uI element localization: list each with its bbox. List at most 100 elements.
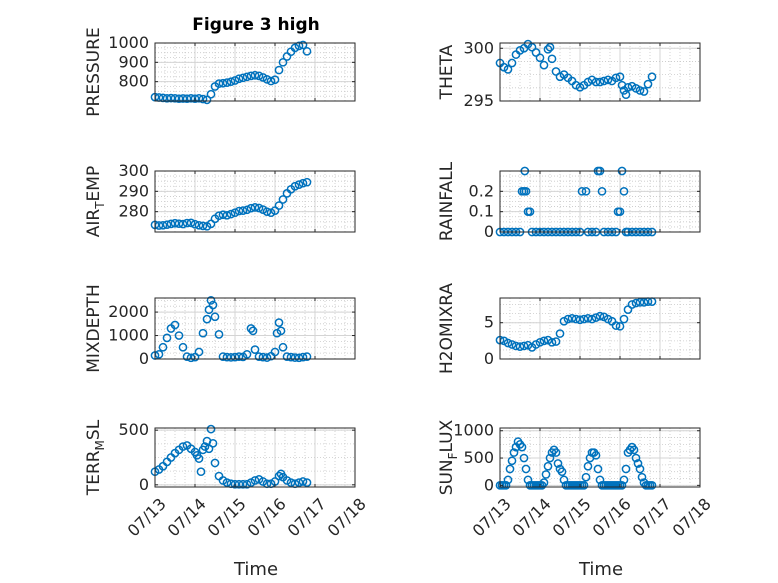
data-point	[162, 220, 172, 230]
data-point	[503, 65, 513, 74]
data-point	[250, 203, 260, 212]
data-point	[270, 75, 280, 85]
data-point	[182, 352, 192, 362]
y-axis-label-text: THETA	[437, 44, 457, 100]
panel-rainfall: 00.1 0.2 RAINFALL	[437, 161, 701, 241]
data-point	[254, 352, 264, 362]
data-point	[633, 459, 643, 468]
data-point	[210, 312, 220, 322]
y-axis-label-text: TERR	[84, 450, 104, 496]
data-point	[266, 76, 276, 86]
data-point	[230, 479, 240, 489]
data-point	[190, 94, 200, 104]
data-point	[503, 338, 513, 348]
data-point	[553, 459, 563, 468]
y-tick-label: 900	[118, 52, 149, 71]
axes-box	[499, 42, 701, 102]
data-point	[198, 221, 208, 231]
data-point	[258, 352, 268, 362]
data-point	[166, 93, 176, 103]
y-tick-label: 1000	[108, 33, 149, 52]
data-point	[254, 203, 264, 213]
data-point	[635, 298, 645, 307]
data-point	[162, 93, 172, 103]
data-point	[242, 479, 252, 489]
data-point	[298, 352, 308, 362]
panel-h2omixra: 0 5 H2OMIXRA	[437, 283, 701, 374]
data-point	[619, 186, 629, 196]
data-point	[545, 42, 555, 52]
data-point	[222, 478, 232, 487]
data-point	[519, 453, 529, 463]
y-axis-label-text: MIXDEPTH	[84, 284, 104, 373]
y-axis-label: TERRMSL	[84, 419, 107, 496]
data-point	[535, 337, 545, 347]
data-point	[278, 195, 288, 204]
data-point	[639, 298, 649, 307]
data-point	[194, 347, 204, 357]
data-point	[619, 475, 629, 485]
y-tick-label: 0.1	[469, 202, 494, 221]
data-point	[286, 352, 296, 362]
data-point	[571, 314, 581, 324]
data-point	[567, 313, 577, 323]
data-point	[174, 331, 184, 340]
data-point	[543, 461, 553, 471]
data-point	[302, 46, 312, 56]
axes-box	[499, 170, 701, 233]
data-point	[290, 181, 300, 191]
data-point	[539, 336, 549, 346]
data-point	[262, 353, 272, 362]
y-tick-label: 0	[139, 475, 149, 494]
y-axis-label-subscript: M	[93, 440, 107, 450]
data-point	[218, 78, 228, 88]
data-point	[158, 93, 168, 103]
data-point	[222, 78, 232, 87]
data-point	[583, 461, 593, 471]
y-tick-label: 800	[118, 72, 149, 91]
data-point	[611, 73, 621, 83]
data-point	[302, 352, 312, 362]
data-point	[595, 311, 605, 321]
y-axis-label-tail: LUX	[437, 419, 457, 452]
data-point	[617, 481, 627, 490]
y-tick-label: 500	[463, 448, 494, 467]
data-point	[278, 57, 288, 67]
data-point	[270, 347, 280, 357]
data-point	[591, 313, 601, 322]
data-point	[509, 448, 519, 457]
data-point	[294, 478, 304, 487]
data-point	[234, 74, 244, 84]
data-point	[555, 329, 565, 338]
y-tick-label: 0.2	[469, 181, 494, 200]
data-point	[274, 318, 284, 327]
data-point	[222, 352, 232, 362]
data-point	[174, 94, 184, 104]
data-point	[543, 44, 553, 54]
data-point	[535, 53, 545, 63]
data-point	[162, 333, 172, 343]
data-point	[519, 341, 529, 351]
data-point	[248, 326, 258, 336]
data-point	[170, 218, 180, 228]
data-point	[547, 337, 557, 347]
data-point	[647, 481, 657, 490]
y-tick-label: 0	[484, 475, 494, 494]
data-point	[521, 186, 531, 196]
data-point	[581, 186, 591, 196]
data-point	[619, 314, 629, 324]
data-point	[190, 219, 200, 229]
data-point	[577, 186, 587, 196]
data-point	[593, 464, 603, 474]
data-point	[551, 448, 561, 457]
data-point	[551, 337, 561, 346]
data-point	[206, 424, 216, 434]
y-axis-label: THETA	[437, 44, 457, 100]
data-point	[246, 324, 256, 333]
data-point	[226, 77, 236, 87]
data-point	[178, 442, 188, 451]
data-point	[302, 478, 312, 487]
